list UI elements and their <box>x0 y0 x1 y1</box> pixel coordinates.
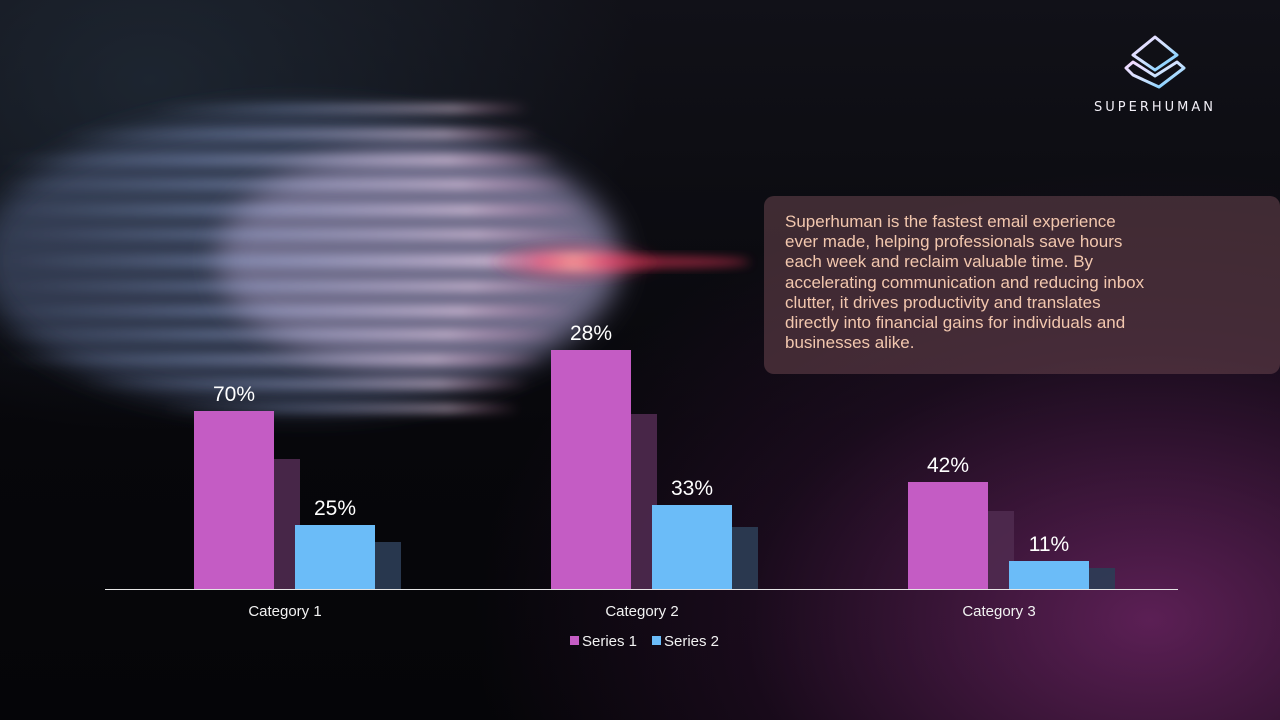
superhuman-logo-icon <box>1124 35 1186 89</box>
legend-swatch-series-1 <box>570 636 579 645</box>
category-label-3: Category 3 <box>962 603 1035 620</box>
brand-name: SUPERHUMAN <box>1094 100 1216 115</box>
data-label-s2-c2: 33% <box>671 477 713 500</box>
data-label-s2-c3: 11% <box>1029 533 1069 556</box>
bar-shadow-s2-c1 <box>375 542 401 589</box>
bar-s1-c2 <box>551 350 631 589</box>
legend-label-series-2: Series 2 <box>664 633 719 650</box>
data-label-s2-c1: 25% <box>314 497 356 520</box>
legend-swatch-series-2 <box>652 636 661 645</box>
legend-label-series-1: Series 1 <box>582 633 637 650</box>
bar-s2-c1 <box>295 525 375 589</box>
description-text: Superhuman is the fastest email experien… <box>785 212 1145 353</box>
bar-s1-c1 <box>194 411 274 589</box>
data-label-s1-c2: 28% <box>570 322 612 345</box>
description-callout: Superhuman is the fastest email experien… <box>764 196 1280 374</box>
data-label-s1-c3: 42% <box>927 454 969 477</box>
bar-s1-c3 <box>908 482 988 589</box>
category-label-2: Category 2 <box>605 603 678 620</box>
bar-shadow-s2-c2 <box>732 527 758 589</box>
bar-shadow-s2-c3 <box>1089 568 1115 589</box>
brand-logo: SUPERHUMAN <box>1086 34 1224 144</box>
data-label-s1-c1: 70% <box>213 383 255 406</box>
bar-s2-c2 <box>652 505 732 589</box>
bar-s2-c3 <box>1009 561 1089 589</box>
category-label-1: Category 1 <box>248 603 321 620</box>
